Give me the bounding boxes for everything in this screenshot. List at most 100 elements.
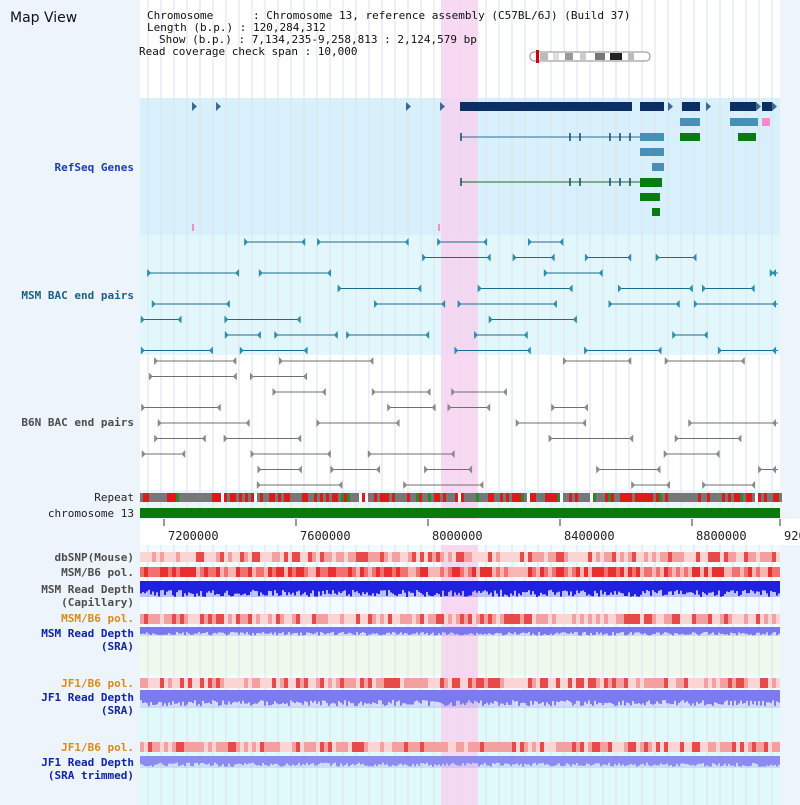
track-label-b6n-bac[interactable]: B6N BAC end pairs [21,416,134,429]
pol-strip-cell [256,552,260,562]
pol-strip-cell [184,678,188,688]
pol-strip-cell [516,742,520,752]
depth-bar [496,690,498,702]
depth-bar [506,756,508,764]
depth-bar [630,756,632,764]
depth-bar [702,581,704,592]
depth-bar [342,581,344,592]
pol-strip-cell [236,567,240,577]
depth-bar [688,581,690,593]
pol-strip-cell [556,552,560,562]
pol-strip-cell [520,742,524,752]
pol-strip-cell [556,742,560,752]
pol-strip-cell [648,614,652,624]
depth-bar [450,756,452,765]
depth-bar [206,581,208,593]
depth-bar [688,756,690,765]
pol-strip-cell [208,567,212,577]
depth-bar [238,627,240,635]
bac-end-marker [296,315,301,324]
pol-strip-cell [748,567,752,577]
b6n-end-marker [387,403,392,412]
depth-bar [272,756,274,765]
repeat-segment [383,493,386,502]
depth-bar [728,581,730,593]
depth-bar [650,627,652,636]
depth-bar [536,581,538,597]
depth-bar [322,581,324,591]
depth-bar [752,756,754,763]
repeat-segment [659,493,662,502]
depth-bar [518,627,520,635]
pol-strip-cell [480,678,484,688]
bac-end-marker [301,238,306,246]
pol-strip-cell [156,552,160,562]
depth-bar [512,690,514,701]
depth-bar [512,581,514,596]
depth-bar [478,581,480,591]
pol-strip-cell [760,567,764,577]
depth-bar [552,627,554,636]
pol-strip-cell [312,742,316,752]
depth-bar [602,581,604,595]
bac-end-marker [672,331,677,339]
depth-bar [308,627,310,633]
depth-bar [576,581,578,591]
depth-bar [294,756,296,766]
depth-bar [680,581,682,591]
depth-bar [662,756,664,765]
repeat-segment [278,493,281,502]
b6n-end-marker [297,434,302,443]
depth-bar [664,690,666,701]
pol-strip-cell [660,742,664,752]
depth-bar [484,581,486,591]
pol-strip-cell [776,678,780,688]
repeat-segment [407,493,410,502]
depth-bar [410,627,412,635]
depth-bar [312,627,314,635]
pol-strip-cell [408,678,412,688]
depth-bar [358,756,360,763]
depth-bar [310,690,312,701]
depth-bar [192,690,194,704]
depth-bar [438,690,440,703]
track-label-msm-bac[interactable]: MSM BAC end pairs [21,289,134,302]
depth-bar [588,690,590,701]
depth-bar [544,581,546,595]
track-label-refseq[interactable]: RefSeq Genes [54,161,134,174]
depth-bar [602,690,604,706]
bac-end-marker [750,284,755,293]
depth-bar [170,690,172,705]
depth-bar [492,690,494,704]
repeat-segment [671,493,674,502]
depth-bar [552,690,554,702]
depth-bar [382,756,384,763]
repeat-segment [206,493,209,502]
pol-strip-cell [540,742,544,752]
repeat-segment [623,493,626,502]
depth-bar [158,627,160,635]
depth-bar [262,581,264,595]
depth-bar [148,756,150,767]
depth-bar [496,756,498,763]
pol-strip-cell [200,552,204,562]
pol-strip-cell [476,678,480,688]
depth-bar [586,581,588,596]
pol-strip-cell [748,742,752,752]
depth-bar [464,627,466,635]
depth-bar [362,627,364,633]
depth-bar [718,581,720,591]
b6n-end-marker [426,388,431,396]
pol-strip-cell [488,614,492,624]
pol-strip-cell [152,552,156,562]
pol-strip-cell [320,567,324,577]
pol-strip-cell [608,614,612,624]
depth-bar [696,756,698,765]
pol-strip-cell [284,552,288,562]
bac-end-marker [177,315,182,324]
depth-bar [642,690,644,704]
pol-strip-cell [228,678,232,688]
depth-bar [580,627,582,636]
pol-strip-cell [256,614,260,624]
depth-bar [684,690,686,703]
